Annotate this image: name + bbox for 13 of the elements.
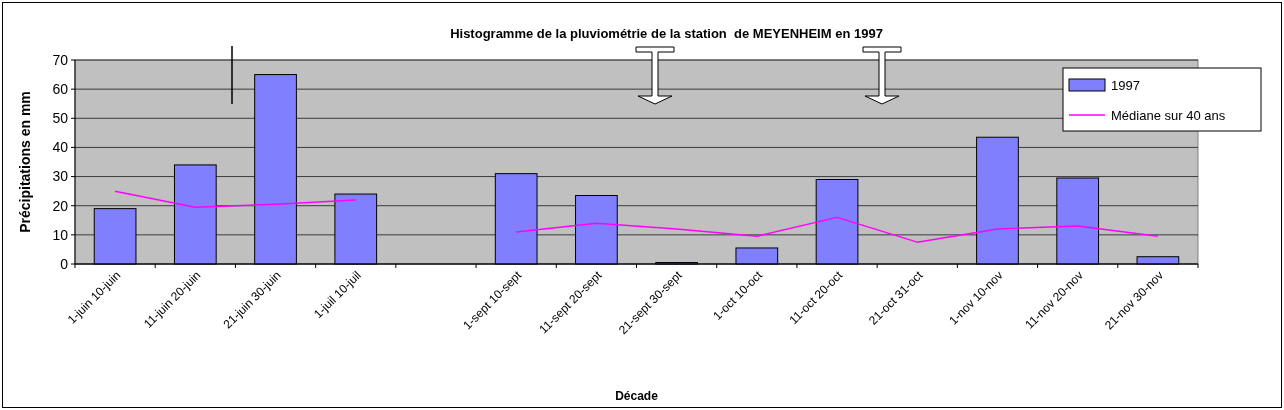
- y-tick-label: 20: [52, 197, 69, 214]
- x-axis-title: Décade: [615, 389, 659, 403]
- y-tick-label: 10: [52, 226, 69, 243]
- y-tick-label: 30: [52, 168, 69, 185]
- legend-label: 1997: [1111, 77, 1140, 93]
- y-axis-title: Précipitations en mm: [17, 91, 33, 233]
- chart-title: Histogramme de la pluviométrie de la station de MEYENHEIM en 1997: [450, 26, 883, 41]
- y-tick-label: 0: [60, 255, 69, 272]
- y-tick-label: 40: [52, 139, 69, 156]
- y-tick-label: 60: [52, 81, 69, 98]
- y-tick-label: 50: [52, 110, 69, 127]
- y-tick-label: 70: [52, 51, 69, 68]
- legend-label: Médiane sur 40 ans: [1111, 107, 1226, 123]
